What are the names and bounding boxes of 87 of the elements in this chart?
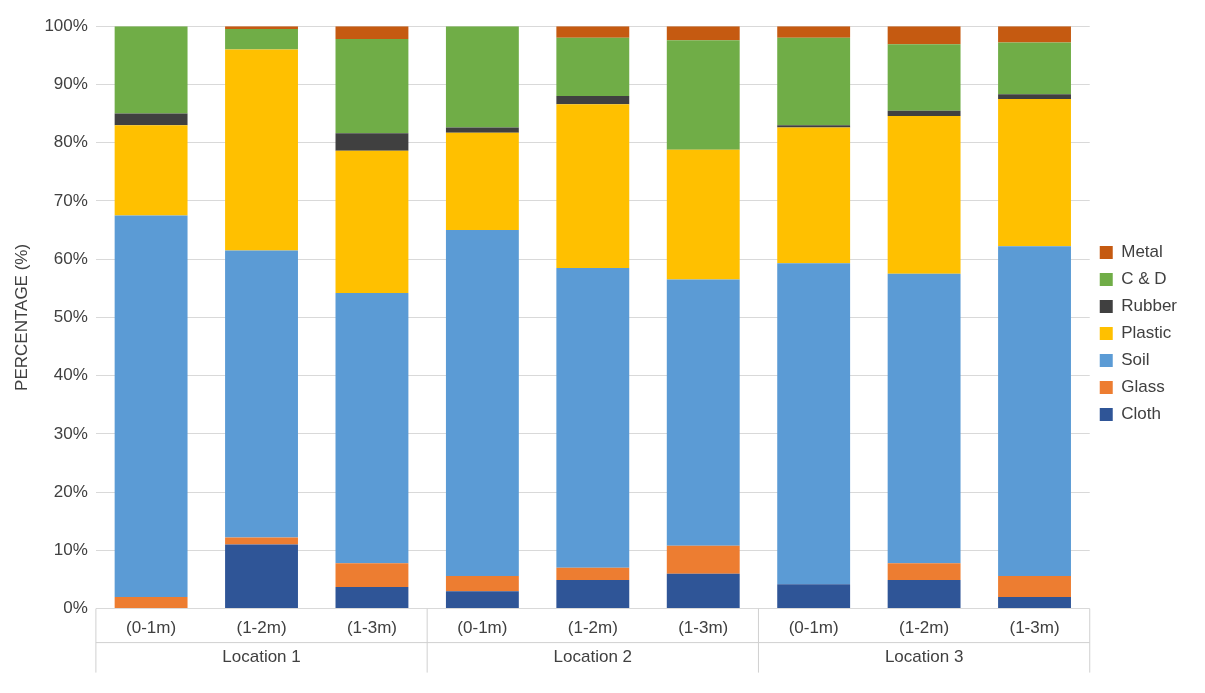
- bar: [445, 132, 519, 231]
- y-axis-title: PERCENTAGE (%): [11, 243, 31, 391]
- bar: [445, 127, 519, 133]
- bar: [887, 115, 961, 274]
- bar: [887, 44, 961, 111]
- bar: [335, 292, 409, 564]
- bar: [225, 544, 298, 609]
- x-tick-label: (1-3m): [1009, 618, 1060, 638]
- legend-label: Metal: [1121, 242, 1163, 262]
- bar: [998, 42, 1071, 95]
- bar: [777, 584, 851, 609]
- y-tick-label: 60%: [53, 248, 88, 268]
- bar: [335, 563, 409, 588]
- bar: [556, 96, 630, 105]
- bar: [225, 29, 298, 50]
- bar: [666, 26, 740, 41]
- y-tick-label: 0%: [63, 598, 88, 618]
- bar: [887, 26, 961, 45]
- bar: [556, 37, 630, 97]
- bar: [666, 545, 740, 574]
- x-tick-label: (0-1m): [457, 618, 508, 638]
- bar: [225, 537, 298, 545]
- y-tick-label: 100%: [44, 15, 88, 35]
- bar: [556, 580, 630, 609]
- bar: [225, 250, 298, 538]
- text: Location 1: [222, 647, 301, 667]
- x-tick-label: (1-3m): [346, 618, 397, 638]
- bar: [777, 125, 851, 128]
- legend-label: Cloth: [1121, 404, 1161, 424]
- bar: [556, 104, 630, 268]
- bar: [998, 246, 1071, 576]
- legend-label: C & D: [1121, 269, 1167, 289]
- bar: [114, 113, 188, 126]
- y-tick-label: 30%: [53, 423, 88, 443]
- bar: [335, 587, 409, 609]
- bar: [556, 26, 630, 38]
- bar: [114, 215, 188, 597]
- bar: [666, 573, 740, 609]
- x-tick-label: (1-2m): [899, 618, 950, 638]
- y-tick-label: 70%: [53, 190, 88, 210]
- y-tick-label: 80%: [53, 132, 88, 152]
- bar: [777, 127, 851, 264]
- bar: [777, 37, 851, 126]
- bar: [666, 149, 740, 280]
- bar: [114, 596, 188, 609]
- bar: [556, 567, 630, 581]
- y-tick-label: 40%: [53, 365, 88, 385]
- bar: [445, 230, 519, 576]
- text: Location 3: [884, 647, 964, 667]
- bar: [445, 575, 519, 592]
- bar: [777, 263, 851, 585]
- legend-label: Rubber: [1121, 296, 1178, 316]
- bar: [666, 279, 740, 546]
- bar: [998, 596, 1071, 609]
- legend-label: Glass: [1121, 377, 1165, 397]
- bar: [445, 26, 519, 128]
- text: Location 2: [553, 647, 633, 667]
- y-tick-label: 90%: [53, 74, 88, 94]
- bar: [666, 40, 740, 150]
- bar: [887, 273, 961, 564]
- x-tick-label: (1-2m): [567, 618, 618, 638]
- bar: [445, 591, 519, 609]
- x-tick-label: (1-3m): [678, 618, 729, 638]
- bar: [998, 575, 1071, 597]
- x-tick-label: (1-2m): [236, 618, 287, 638]
- bar: [998, 94, 1071, 99]
- bar: [998, 26, 1071, 43]
- bar: [335, 39, 409, 134]
- x-tick-label: (0-1m): [126, 618, 177, 638]
- x-tick-label: (0-1m): [788, 618, 839, 638]
- y-tick-label: 50%: [53, 307, 88, 327]
- bar: [335, 133, 409, 151]
- y-tick-label: 10%: [53, 540, 88, 560]
- bar: [335, 150, 409, 293]
- bar: [225, 49, 298, 251]
- bar: [887, 580, 961, 609]
- bar: [114, 26, 188, 114]
- bar: [556, 267, 630, 568]
- bar: [887, 563, 961, 581]
- bar: [335, 26, 409, 40]
- legend-label: Plastic: [1121, 323, 1172, 343]
- bar: [887, 110, 961, 116]
- bar: [777, 26, 851, 38]
- legend-label: Soil: [1121, 350, 1150, 370]
- bar: [114, 125, 188, 216]
- y-tick-label: 20%: [53, 481, 88, 501]
- bar: [998, 99, 1071, 247]
